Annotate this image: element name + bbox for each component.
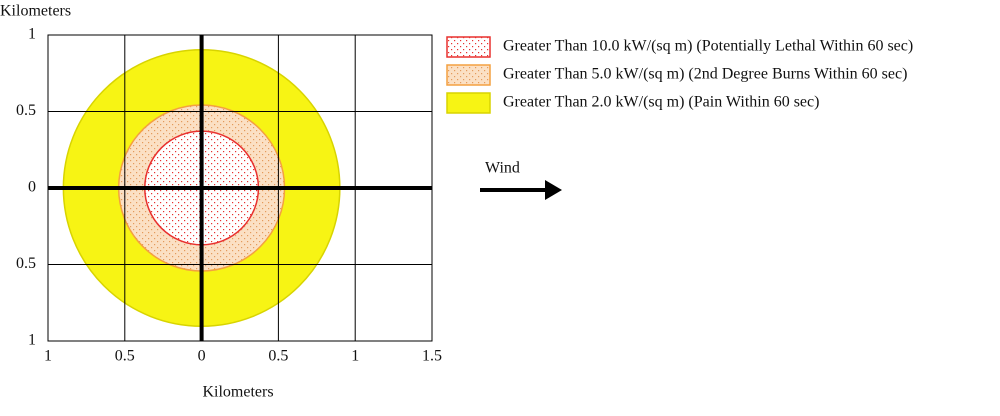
x-tick-label: 0.5 bbox=[268, 348, 288, 365]
plot-frame bbox=[47, 34, 433, 342]
x-tick-label: 0.5 bbox=[115, 348, 135, 365]
legend-label: Greater Than 2.0 kW/(sq m) (Pain Within … bbox=[503, 94, 819, 111]
x-tick-label: 1 bbox=[44, 348, 52, 365]
legend-label: Greater Than 10.0 kW/(sq m) (Potentially… bbox=[503, 38, 913, 55]
wind-arrow-head bbox=[545, 180, 562, 200]
y-tick-label: 1 bbox=[28, 332, 36, 349]
wind-label: Wind bbox=[485, 160, 520, 177]
legend-label: Greater Than 5.0 kW/(sq m) (2nd Degree B… bbox=[503, 66, 907, 83]
x-tick-label: 1.5 bbox=[422, 348, 442, 365]
y-tick-label: 0.5 bbox=[16, 255, 36, 272]
y-axis-label: Kilometers bbox=[0, 3, 71, 20]
legend-swatch bbox=[446, 36, 491, 58]
y-tick-label: 1 bbox=[28, 26, 36, 43]
legend-swatch bbox=[446, 92, 491, 114]
x-tick-label: 0 bbox=[198, 348, 206, 365]
y-tick-label: 0 bbox=[28, 179, 36, 196]
legend-swatch bbox=[446, 64, 491, 86]
y-tick-label: 0.5 bbox=[16, 102, 36, 119]
x-tick-label: 1 bbox=[351, 348, 359, 365]
x-axis-label: Kilometers bbox=[202, 384, 273, 401]
